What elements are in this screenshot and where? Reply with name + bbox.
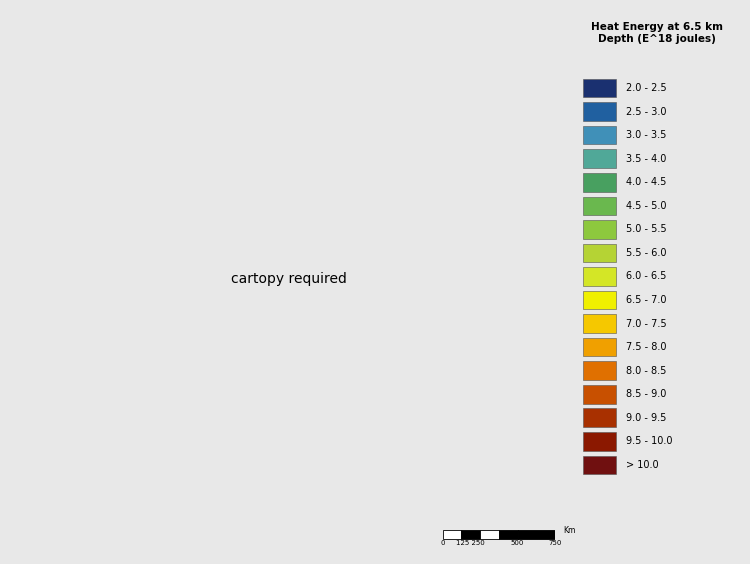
Bar — [584, 456, 616, 474]
Bar — [584, 338, 616, 356]
Text: > 10.0: > 10.0 — [626, 460, 658, 470]
Bar — [584, 432, 616, 451]
Bar — [480, 530, 499, 539]
Text: 8.5 - 9.0: 8.5 - 9.0 — [626, 389, 667, 399]
Text: 2.0 - 2.5: 2.0 - 2.5 — [626, 83, 667, 93]
Text: Km: Km — [562, 526, 575, 535]
Bar — [584, 196, 616, 215]
Bar — [584, 173, 616, 192]
Bar — [461, 530, 480, 539]
Bar — [499, 530, 517, 539]
Bar — [584, 362, 616, 380]
Text: 8.0 - 8.5: 8.0 - 8.5 — [626, 365, 667, 376]
Bar — [584, 149, 616, 168]
Text: cartopy required: cartopy required — [231, 272, 346, 286]
Text: 7.0 - 7.5: 7.0 - 7.5 — [626, 319, 667, 329]
Text: 4.5 - 5.0: 4.5 - 5.0 — [626, 201, 667, 211]
Text: 750: 750 — [548, 540, 562, 547]
Text: 9.5 - 10.0: 9.5 - 10.0 — [626, 437, 673, 446]
Bar — [584, 126, 616, 144]
Text: 4.0 - 4.5: 4.0 - 4.5 — [626, 177, 667, 187]
Bar — [518, 530, 555, 539]
Bar — [584, 220, 616, 239]
Bar — [584, 79, 616, 98]
Bar — [442, 530, 461, 539]
Text: 7.5 - 8.0: 7.5 - 8.0 — [626, 342, 667, 352]
Bar — [584, 267, 616, 286]
Bar — [584, 385, 616, 404]
Text: 6.0 - 6.5: 6.0 - 6.5 — [626, 271, 667, 281]
Text: 2.5 - 3.0: 2.5 - 3.0 — [626, 107, 667, 117]
Text: 5.0 - 5.5: 5.0 - 5.5 — [626, 224, 667, 235]
Text: 3.5 - 4.0: 3.5 - 4.0 — [626, 154, 667, 164]
Text: Heat Energy at 6.5 km
Depth (E^18 joules): Heat Energy at 6.5 km Depth (E^18 joules… — [591, 22, 723, 44]
Bar — [584, 290, 616, 310]
Bar — [584, 408, 616, 427]
Bar — [584, 314, 616, 333]
Text: 5.5 - 6.0: 5.5 - 6.0 — [626, 248, 667, 258]
Text: 9.0 - 9.5: 9.0 - 9.5 — [626, 413, 667, 423]
Bar — [584, 102, 616, 121]
Bar — [584, 244, 616, 262]
Text: 500: 500 — [511, 540, 524, 547]
Text: 3.0 - 3.5: 3.0 - 3.5 — [626, 130, 667, 140]
Text: 0: 0 — [440, 540, 445, 547]
Text: 125 250: 125 250 — [456, 540, 485, 547]
Text: 6.5 - 7.0: 6.5 - 7.0 — [626, 295, 667, 305]
